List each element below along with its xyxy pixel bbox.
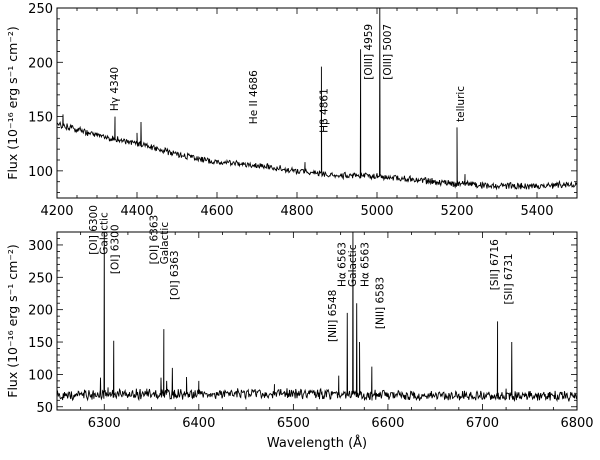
x-tick-label: 4600	[200, 204, 233, 219]
y-tick-label: 150	[28, 336, 53, 351]
line-annotation: [OI] 6300	[88, 205, 100, 255]
x-tick-label: 6400	[182, 416, 215, 431]
x-tick-label: 6800	[560, 416, 593, 431]
line-annotation: Galactic	[347, 244, 359, 287]
line-annotation: [OI] 6363	[148, 215, 160, 265]
y-axis-label: Flux (10⁻¹⁶ erg s⁻¹ cm⁻²)	[5, 26, 20, 179]
x-tick-label: 4400	[120, 204, 153, 219]
line-annotation: Hα 6563	[359, 242, 371, 287]
panel-bottom: 6300 6400 6500 6600 6700 6800 50 100 150 200 250 30…	[5, 205, 594, 451]
x-tick-label: 5000	[360, 204, 393, 219]
y-tick-label: 50	[36, 401, 53, 416]
x-tick-label: 4800	[280, 204, 313, 219]
x-axis-label: Wavelength (Å)	[267, 435, 367, 451]
line-annotation: [NII] 6583	[374, 277, 386, 329]
x-tick-label: 5200	[440, 204, 473, 219]
y-tick-label: 200	[28, 304, 53, 319]
spectrum-line-bottom	[57, 232, 577, 403]
y-tick-label: 200	[28, 56, 53, 71]
y-tick-label: 100	[28, 368, 53, 383]
spectrum-line-top	[57, 8, 577, 191]
panel-top: 4200 4400 4600 4800 5000 5200 5400 100 150 200 250…	[5, 2, 578, 219]
line-annotation: telluric	[455, 86, 467, 122]
line-annotation: Hγ 4340	[109, 67, 121, 111]
line-annotation: [NII] 6548	[327, 290, 339, 342]
x-tick-label: 6700	[466, 416, 499, 431]
line-annotation: Hβ 4861	[318, 88, 330, 133]
line-annotation: [OI] 6300	[110, 224, 122, 274]
x-tick-label: 6300	[88, 416, 121, 431]
y-axis-label: Flux (10⁻¹⁶ erg s⁻¹ cm⁻²)	[5, 244, 20, 397]
y-tick-label: 300	[28, 239, 53, 254]
x-tick-label: 5400	[520, 204, 553, 219]
line-annotation: Hα 6563	[337, 242, 349, 287]
y-tick-label: 150	[28, 111, 53, 126]
x-tick-label: 6600	[371, 416, 404, 431]
y-tick-label: 250	[28, 271, 53, 286]
line-annotation: Galactic	[98, 212, 110, 255]
y-tick-label: 250	[28, 2, 53, 17]
line-annotation: [OIII] 4959	[363, 24, 375, 80]
line-annotation: [SII] 6716	[489, 239, 501, 290]
y-tick-label: 100	[28, 165, 53, 180]
line-annotation: He II 4686	[248, 70, 260, 124]
x-tick-label: 4200	[40, 204, 73, 219]
line-annotation: [OI] 6363	[169, 250, 181, 300]
line-annotation: [OIII] 5007	[382, 24, 394, 80]
x-tick-label: 6500	[277, 416, 310, 431]
line-annotation: Galactic	[159, 222, 171, 265]
line-annotation: [SII] 6731	[503, 253, 515, 304]
axes-frame-top	[56, 7, 578, 199]
